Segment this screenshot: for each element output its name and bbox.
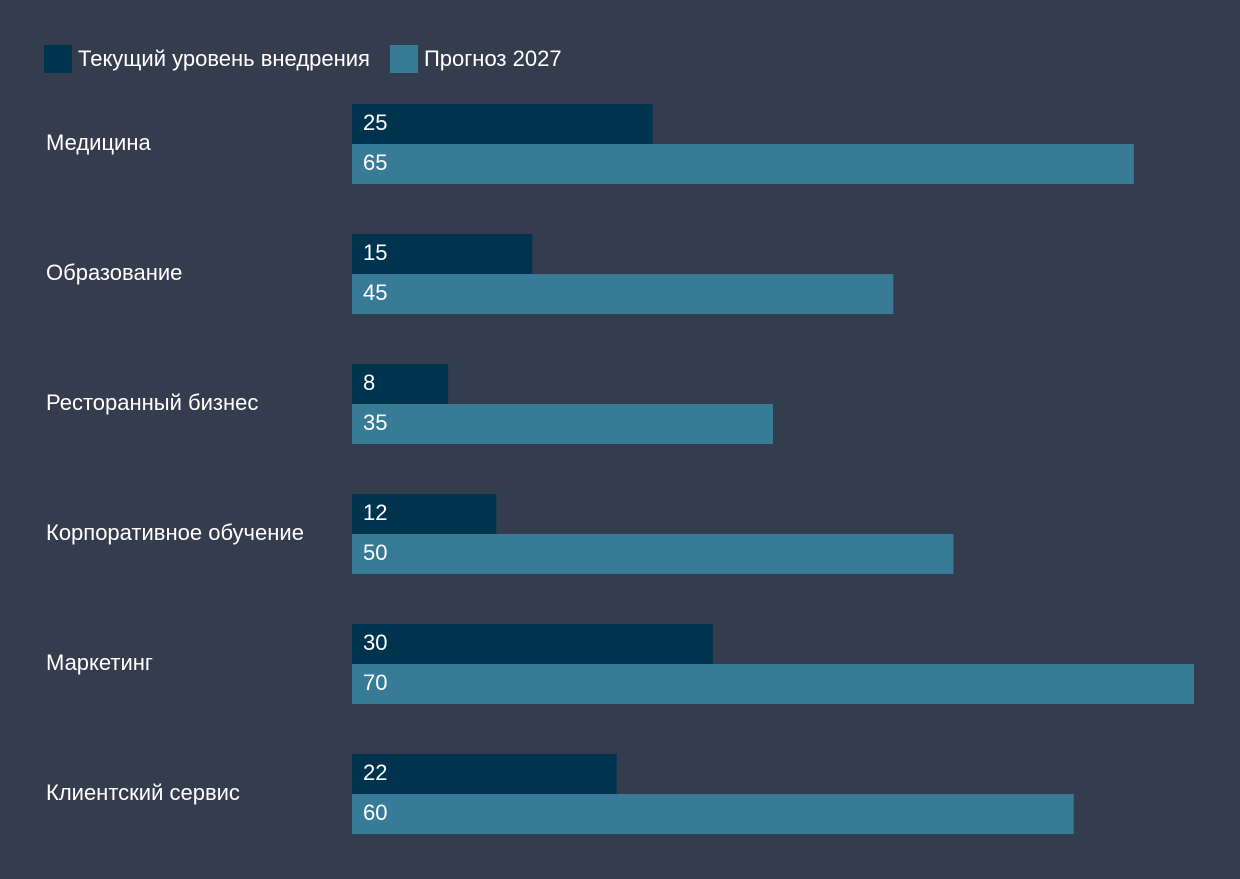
data-label-current: 22 xyxy=(363,760,387,785)
bar-forecast xyxy=(352,144,1134,184)
bar-forecast xyxy=(352,534,954,574)
data-label-forecast: 35 xyxy=(363,410,387,435)
bar-current xyxy=(352,494,497,534)
data-label-forecast: 45 xyxy=(363,280,387,305)
data-label-forecast: 60 xyxy=(363,800,387,825)
bar-forecast xyxy=(352,274,894,314)
legend-item-current: Текущий уровень внедрения xyxy=(44,45,370,73)
bar-current xyxy=(352,234,533,274)
category-label: Ресторанный бизнес xyxy=(46,390,258,415)
data-label-current: 15 xyxy=(363,240,387,265)
bar-forecast xyxy=(352,794,1074,834)
bar-current xyxy=(352,624,713,664)
bar-forecast xyxy=(352,664,1194,704)
data-label-forecast: 65 xyxy=(363,150,387,175)
data-label-forecast: 50 xyxy=(363,540,387,565)
legend-item-forecast: Прогноз 2027 xyxy=(389,45,562,73)
bar-current xyxy=(352,364,449,404)
category-label: Клиентский сервис xyxy=(46,780,240,805)
bar-current xyxy=(352,754,617,794)
data-label-forecast: 70 xyxy=(363,670,387,695)
legend-label-current: Текущий уровень внедрения xyxy=(78,46,370,71)
legend-label-forecast: Прогноз 2027 xyxy=(423,46,562,71)
data-label-current: 30 xyxy=(363,630,387,655)
category-label: Корпоративное обучение xyxy=(46,520,304,545)
category-label: Медицина xyxy=(46,130,151,155)
bar-forecast xyxy=(352,404,773,444)
legend-swatch-forecast xyxy=(389,45,418,73)
data-label-current: 12 xyxy=(363,500,387,525)
category-label: Маркетинг xyxy=(46,650,153,675)
bar-current xyxy=(352,104,653,144)
legend: Текущий уровень внедрения Прогноз 2027 xyxy=(44,44,582,74)
data-label-current: 25 xyxy=(363,110,387,135)
category-label: Образование xyxy=(46,260,182,285)
legend-swatch-current xyxy=(44,45,72,73)
data-label-current: 8 xyxy=(363,370,375,395)
